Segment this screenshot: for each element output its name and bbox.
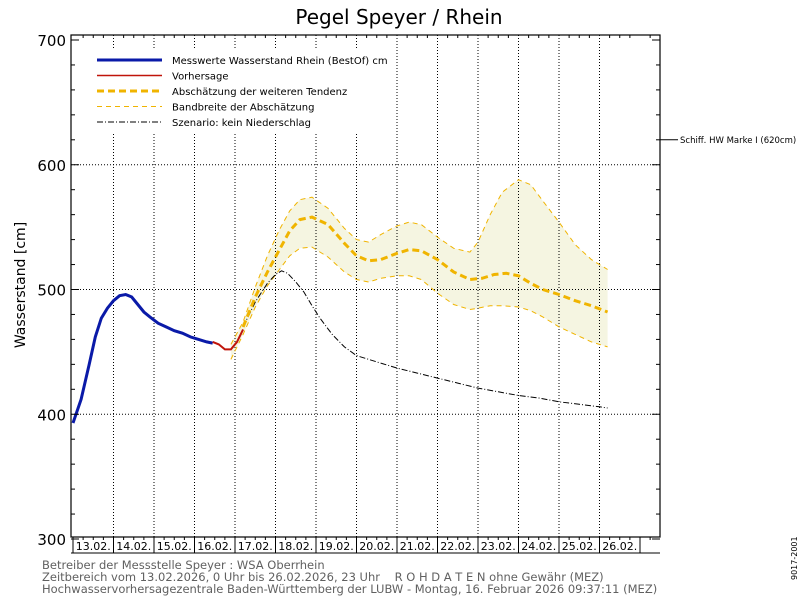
series-forecast xyxy=(212,328,244,351)
tick-layer: 300 400 500 600 700 13.02. 14.02. 15.02. 16.02. 1… xyxy=(37,32,660,554)
legend: Messwerte Wasserstand Rhein (BestOf) cm V… xyxy=(88,48,388,132)
x-tick-label: 24.02. xyxy=(521,540,556,553)
x-tick-label: 16.02. xyxy=(197,540,232,553)
y-tick-label: 700 xyxy=(37,32,66,50)
reference-line-label: Schiff. HW Marke I (620cm) xyxy=(680,136,796,146)
side-id: 9017-2001 xyxy=(790,536,799,580)
series-scenario-no-rain xyxy=(242,270,608,409)
footer-time-range: Zeitbereich vom 13.02.2026, 0 Uhr bis 26… xyxy=(42,570,604,584)
x-tick-label: 13.02. xyxy=(76,540,111,553)
x-tick-label: 26.02. xyxy=(602,540,637,553)
plot-frame xyxy=(70,34,661,538)
y-tick-label: 400 xyxy=(37,406,66,424)
chart-title: Pegel Speyer / Rhein xyxy=(295,5,502,29)
x-tick-label: 19.02. xyxy=(319,540,354,553)
y-tick-label: 600 xyxy=(37,157,66,175)
x-tick-label: 15.02. xyxy=(157,540,192,553)
y-tick-label: 300 xyxy=(37,531,66,549)
reference-line: Schiff. HW Marke I (620cm) xyxy=(660,136,796,146)
x-tick-label: 21.02. xyxy=(400,540,435,553)
series-layer xyxy=(71,179,609,424)
footer-issuer: Hochwasservorhersagezentrale Baden-Württ… xyxy=(42,582,658,596)
series-band-lower xyxy=(230,246,608,360)
x-tick-label: 14.02. xyxy=(116,540,151,553)
series-trend xyxy=(241,215,609,328)
legend-label: Messwerte Wasserstand Rhein (BestOf) cm xyxy=(172,56,388,67)
series-band-upper xyxy=(230,179,608,345)
x-tick-label: 22.02. xyxy=(440,540,475,553)
legend-label: Szenario: kein Niederschlag xyxy=(172,118,311,129)
footer-operator: Betreiber der Messstelle Speyer : WSA Ob… xyxy=(42,558,325,572)
x-tick-label: 17.02. xyxy=(238,540,273,553)
x-tick-label: 23.02. xyxy=(481,540,516,553)
legend-label: Bandbreite der Abschätzung xyxy=(172,103,314,114)
x-tick-label: 18.02. xyxy=(278,540,313,553)
y-tick-label: 500 xyxy=(37,282,66,300)
legend-label: Vorhersage xyxy=(172,72,229,83)
x-tick-label: 20.02. xyxy=(359,540,394,553)
y-axis-label: Wasserstand [cm] xyxy=(13,222,29,348)
x-tick-label: 25.02. xyxy=(562,540,597,553)
grid-layer xyxy=(71,35,660,537)
series-measured xyxy=(71,292,213,424)
legend-label: Abschätzung der weiteren Tendenz xyxy=(172,87,347,98)
